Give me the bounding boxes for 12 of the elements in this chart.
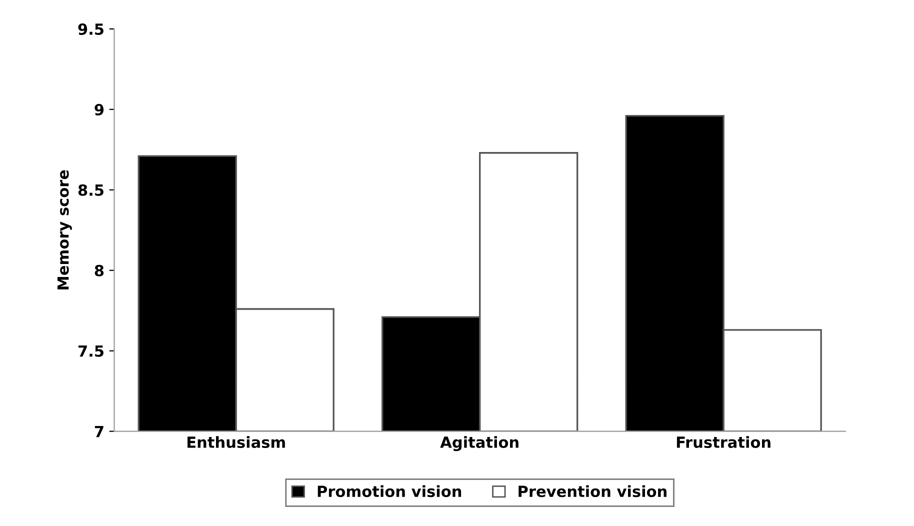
legend-label: Promotion vision xyxy=(318,485,462,498)
x-tick-label: Frustration xyxy=(676,436,770,448)
x-tick-label: Agitation xyxy=(440,436,518,452)
y-tick-label: 8.5 xyxy=(78,184,104,196)
y-tick-label: 7 xyxy=(94,426,104,438)
y-tick-label: 8 xyxy=(94,264,104,276)
x-tick-label: Enthusiasm xyxy=(188,436,285,448)
y-tick-label: 9 xyxy=(94,104,104,116)
y-axis-title: Memory score xyxy=(57,170,72,290)
y-tick-label: 9.5 xyxy=(78,23,104,35)
legend-label: Prevention vision xyxy=(518,485,666,498)
y-tick-label: 7.5 xyxy=(78,346,104,357)
